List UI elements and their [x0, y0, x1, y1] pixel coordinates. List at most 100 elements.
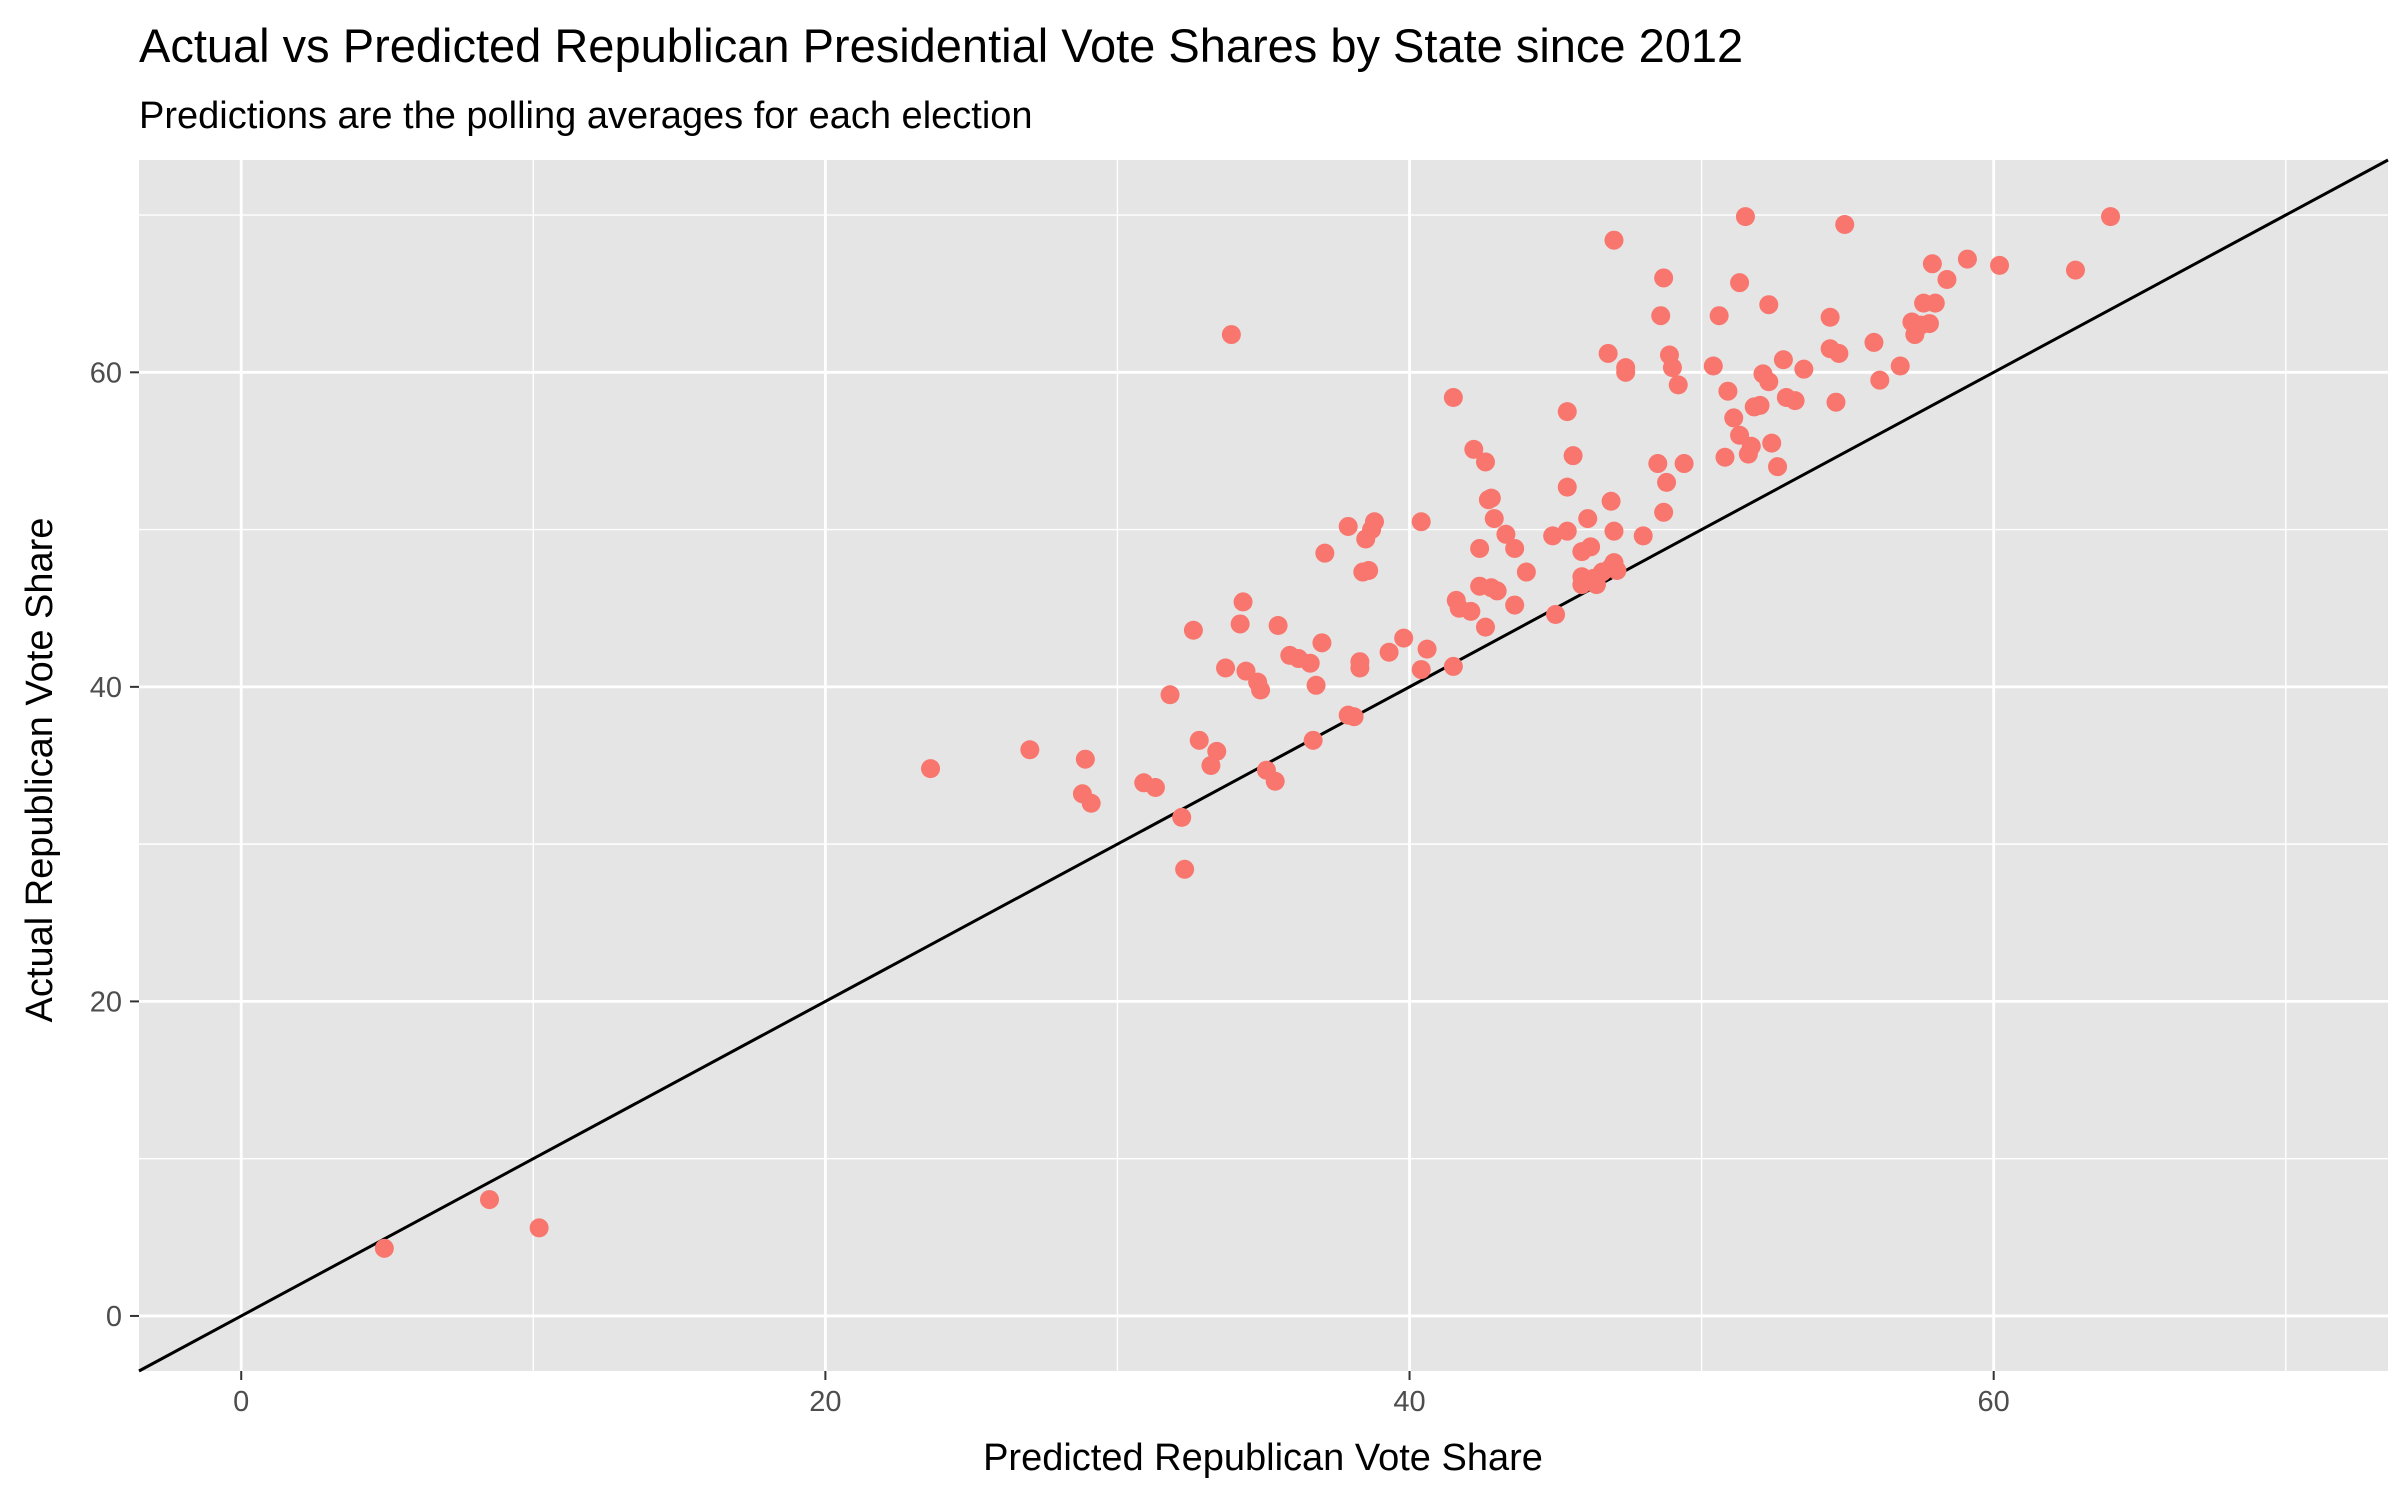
data-point: [1216, 658, 1236, 678]
data-point: [1461, 601, 1481, 621]
y-tick-label: 40: [90, 672, 122, 704]
data-point: [1768, 457, 1788, 477]
chart-title: Actual vs Predicted Republican President…: [139, 19, 1743, 72]
data-point: [1925, 293, 1945, 313]
data-point: [1557, 521, 1577, 541]
data-point: [1730, 273, 1750, 293]
data-point: [1657, 472, 1677, 492]
data-point: [1484, 509, 1504, 529]
data-point: [1762, 433, 1782, 453]
data-point: [1563, 446, 1583, 466]
data-point: [1464, 439, 1484, 459]
data-point: [1773, 350, 1793, 370]
data-point: [1487, 581, 1507, 601]
data-point: [1703, 356, 1723, 376]
data-point: [1172, 807, 1192, 827]
data-point: [1616, 362, 1636, 382]
data-point: [1496, 524, 1516, 544]
y-axis-label: Actual Republican Vote Share: [19, 518, 61, 1023]
data-point: [1516, 562, 1536, 582]
x-axis-ticks: 0 20 40 60: [233, 1371, 2010, 1418]
x-tick-label: 0: [233, 1386, 249, 1418]
data-point: [1312, 633, 1332, 653]
data-point: [1470, 538, 1490, 558]
x-tick-label: 40: [1393, 1386, 1425, 1418]
data-point: [479, 1190, 499, 1210]
data-point: [1794, 359, 1814, 379]
data-point: [1651, 306, 1671, 326]
data-point: [921, 759, 941, 779]
data-point: [1221, 325, 1241, 345]
data-point: [1604, 230, 1624, 250]
data-point: [1648, 454, 1668, 474]
data-point: [1443, 656, 1463, 676]
data-point: [1160, 685, 1180, 705]
data-point: [1709, 306, 1729, 326]
data-point: [1662, 358, 1682, 378]
data-point: [1557, 402, 1577, 422]
data-point: [1820, 307, 1840, 327]
data-point: [1417, 639, 1437, 659]
data-point: [1546, 605, 1566, 625]
data-point: [1750, 395, 1770, 415]
y-tick-label: 60: [90, 357, 122, 389]
x-tick-label: 60: [1978, 1386, 2010, 1418]
data-point: [1604, 521, 1624, 541]
chart-subtitle: Predictions are the polling averages for…: [139, 95, 1033, 137]
data-point: [1870, 370, 1890, 390]
data-point: [1233, 592, 1253, 612]
data-point: [1864, 332, 1884, 352]
data-point: [1189, 730, 1209, 750]
data-point: [1344, 707, 1364, 727]
data-point: [1735, 207, 1755, 227]
data-point: [1379, 642, 1399, 662]
data-point: [1230, 614, 1250, 634]
data-point: [1300, 653, 1320, 673]
data-point: [2101, 207, 2121, 227]
data-point: [1922, 254, 1942, 274]
data-point: [1394, 628, 1414, 648]
data-point: [1759, 372, 1779, 392]
data-point: [1475, 452, 1495, 472]
data-point: [1654, 502, 1674, 522]
data-point: [1633, 526, 1653, 546]
x-tick-label: 20: [809, 1386, 841, 1418]
y-tick-label: 0: [106, 1301, 122, 1333]
data-point: [1443, 387, 1463, 407]
data-point: [1674, 454, 1694, 474]
data-point: [1265, 771, 1285, 791]
data-point: [1715, 447, 1735, 467]
data-point: [1724, 408, 1744, 428]
data-point: [1829, 343, 1849, 363]
data-point: [1741, 436, 1761, 456]
y-axis-ticks: 0 20 40 60: [90, 357, 139, 1333]
data-point: [1990, 255, 2010, 275]
data-point: [1505, 595, 1525, 615]
data-point: [1654, 268, 1674, 288]
data-point: [1081, 793, 1101, 813]
data-point: [1890, 356, 1910, 376]
data-point: [1557, 477, 1577, 497]
data-point: [1835, 214, 1855, 234]
data-point: [1364, 512, 1384, 532]
data-point: [1718, 381, 1738, 401]
data-point: [1411, 512, 1431, 532]
y-tick-label: 20: [90, 986, 122, 1018]
data-point: [1338, 516, 1358, 536]
data-point: [1785, 391, 1805, 411]
data-point: [1475, 617, 1495, 637]
data-points: [374, 207, 2121, 1258]
data-point: [1668, 375, 1688, 395]
data-point: [1175, 859, 1195, 879]
data-point: [2065, 260, 2085, 280]
data-point: [1581, 537, 1601, 557]
data-point: [1251, 680, 1271, 700]
data-point: [374, 1238, 394, 1258]
data-point: [1020, 740, 1040, 760]
data-point: [1268, 616, 1288, 636]
data-point: [1411, 660, 1431, 680]
data-point: [1315, 543, 1335, 563]
data-point: [1145, 778, 1165, 798]
data-point: [1601, 491, 1621, 511]
